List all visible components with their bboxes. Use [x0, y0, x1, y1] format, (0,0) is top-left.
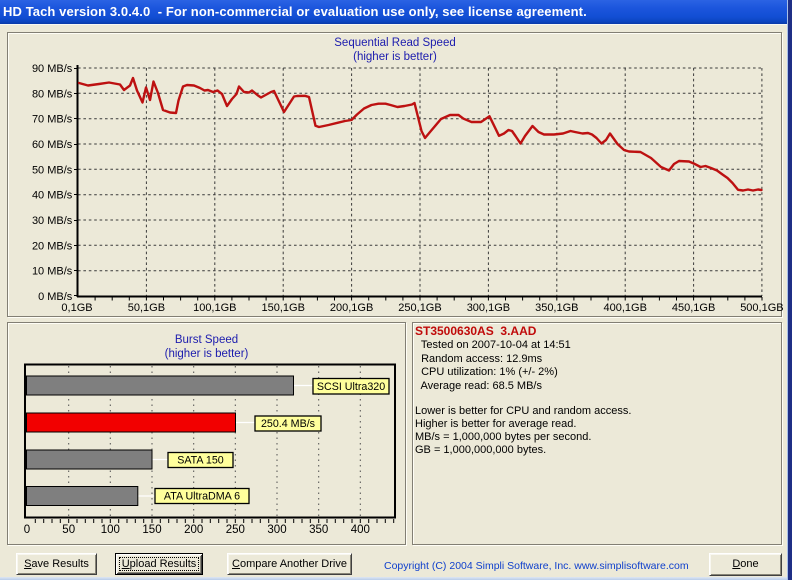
svg-text:60 MB/s: 60 MB/s [32, 139, 73, 151]
svg-text:0,1GB: 0,1GB [61, 302, 92, 314]
svg-text:350,1GB: 350,1GB [535, 302, 578, 314]
svg-text:10 MB/s: 10 MB/s [32, 266, 73, 278]
svg-text:350: 350 [309, 524, 328, 536]
svg-text:50 MB/s: 50 MB/s [32, 164, 73, 176]
svg-text:200,1GB: 200,1GB [330, 302, 373, 314]
svg-text:40 MB/s: 40 MB/s [32, 190, 73, 202]
svg-text:150: 150 [142, 524, 161, 536]
svg-text:400,1GB: 400,1GB [603, 302, 646, 314]
svg-text:70 MB/s: 70 MB/s [32, 114, 73, 126]
svg-text:100,1GB: 100,1GB [193, 302, 236, 314]
svg-text:30 MB/s: 30 MB/s [32, 215, 73, 227]
svg-text:100: 100 [101, 524, 120, 536]
svg-text:300: 300 [267, 524, 286, 536]
svg-text:300,1GB: 300,1GB [467, 302, 510, 314]
svg-text:200: 200 [184, 524, 203, 536]
svg-text:400: 400 [351, 524, 370, 536]
svg-text:0: 0 [24, 524, 30, 536]
svg-text:SCSI Ultra320: SCSI Ultra320 [317, 381, 385, 393]
svg-text:80 MB/s: 80 MB/s [32, 88, 73, 100]
svg-text:150,1GB: 150,1GB [261, 302, 304, 314]
svg-text:450,1GB: 450,1GB [672, 302, 715, 314]
svg-text:ATA UltraDMA 6: ATA UltraDMA 6 [164, 491, 240, 503]
svg-text:250.4 MB/s: 250.4 MB/s [261, 418, 315, 430]
svg-text:50: 50 [62, 524, 75, 536]
svg-text:90 MB/s: 90 MB/s [32, 63, 73, 75]
svg-text:20 MB/s: 20 MB/s [32, 240, 73, 252]
svg-text:SATA 150: SATA 150 [177, 455, 224, 467]
svg-text:0 MB/s: 0 MB/s [38, 291, 73, 303]
svg-text:250,1GB: 250,1GB [398, 302, 441, 314]
svg-text:500,1GB: 500,1GB [740, 302, 783, 314]
svg-text:50,1GB: 50,1GB [128, 302, 165, 314]
svg-text:250: 250 [226, 524, 245, 536]
